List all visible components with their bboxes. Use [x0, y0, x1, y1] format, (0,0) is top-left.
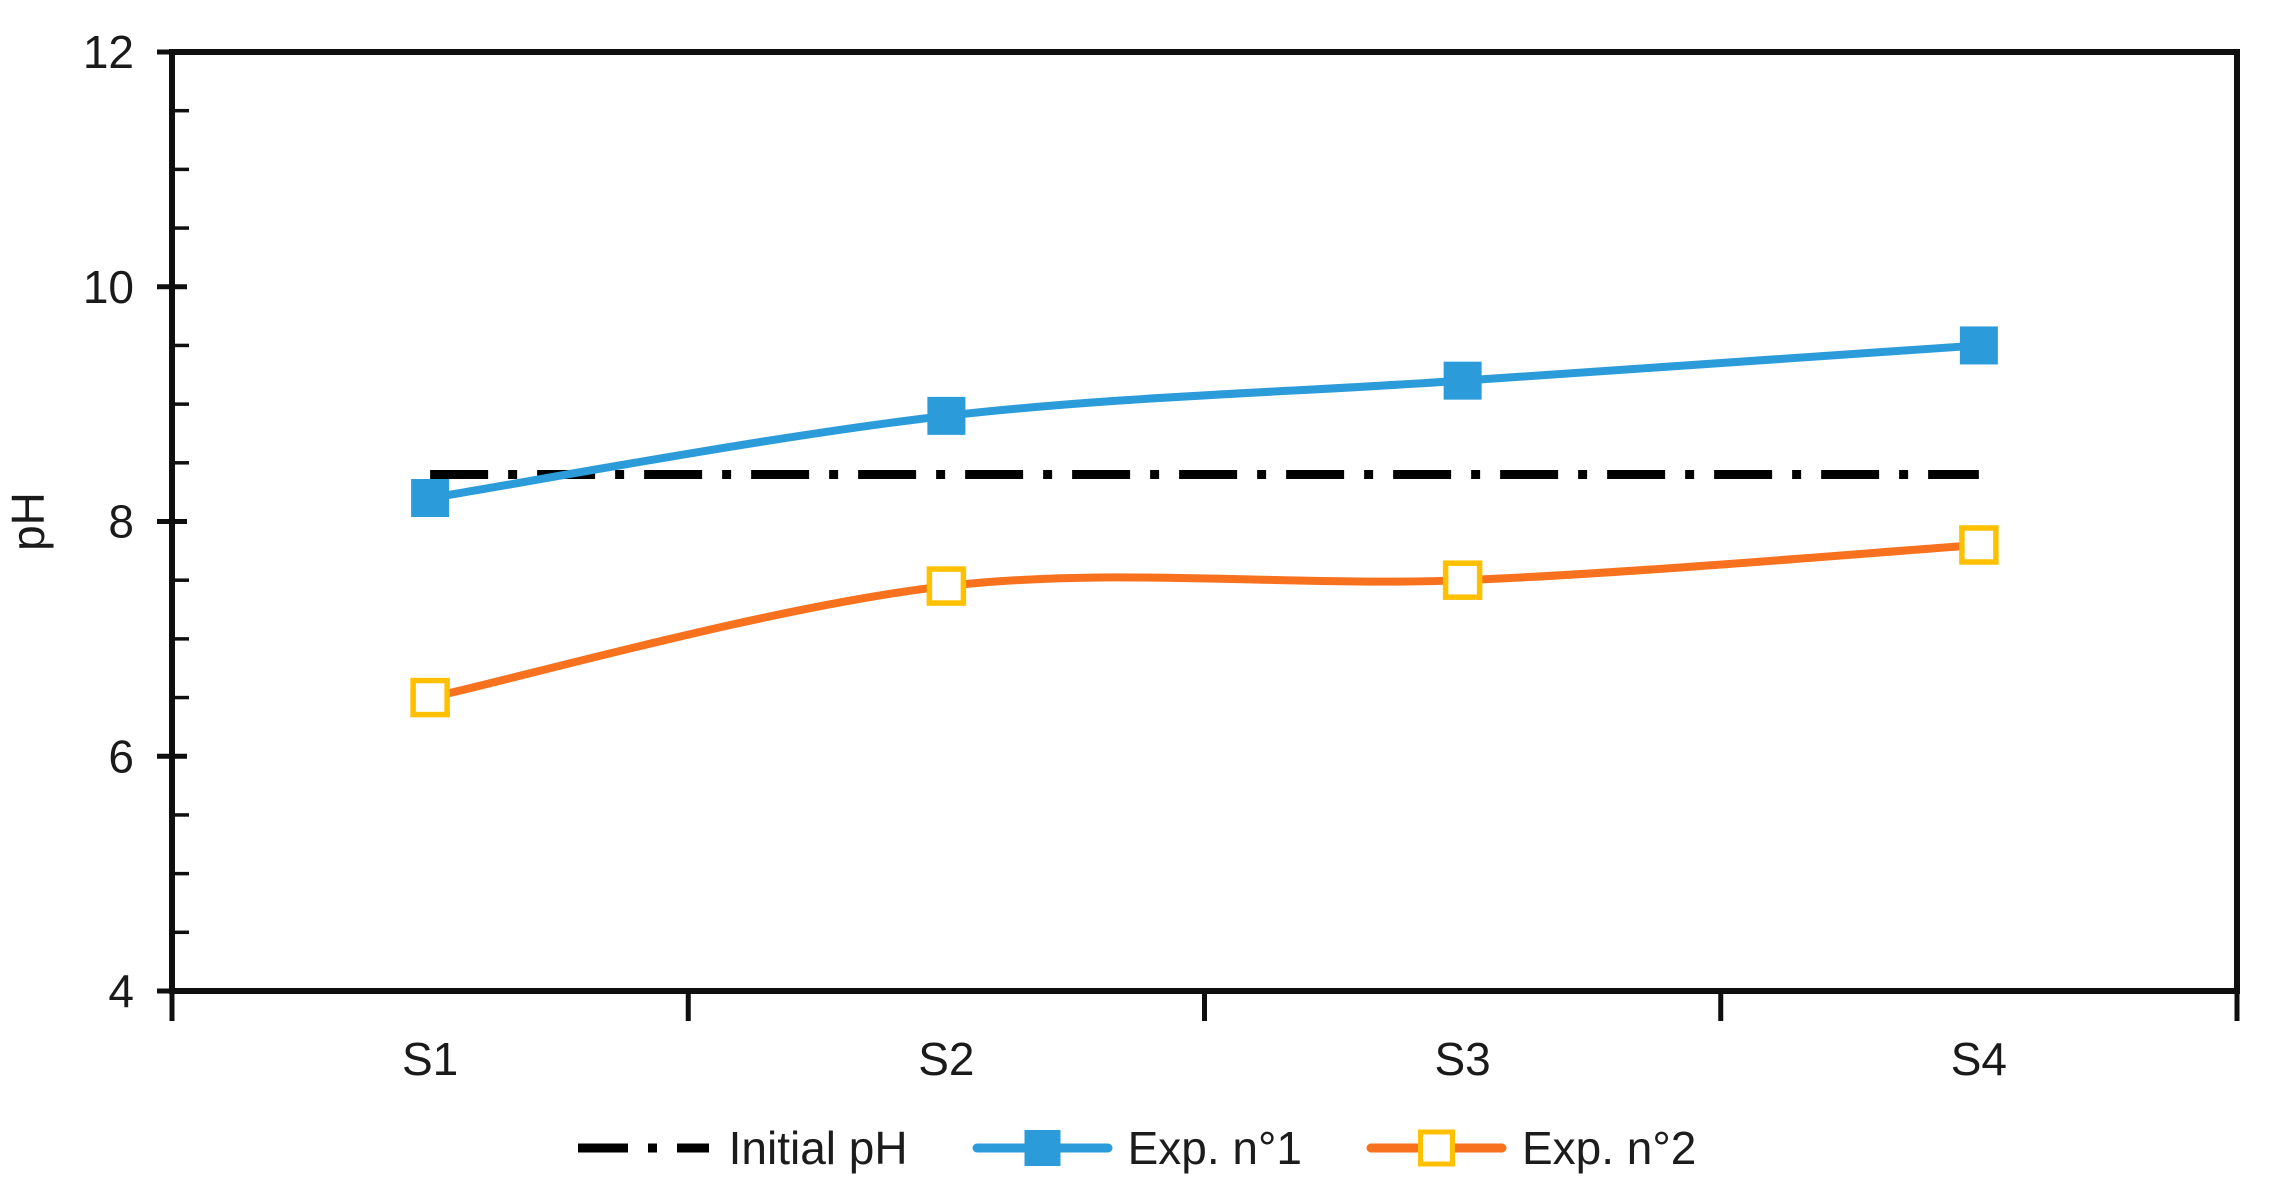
y-tick-label: 8 — [108, 496, 134, 548]
x-tick-label: S2 — [918, 1033, 974, 1085]
legend-label-exp-1: Exp. n°1 — [1127, 1122, 1302, 1174]
series-2-marker — [1959, 525, 1999, 565]
series-1-marker — [1959, 326, 1998, 365]
y-axis-title: pH — [2, 492, 54, 551]
legend-item-exp-1: Exp. n°1 — [972, 1124, 1302, 1172]
legend-swatch-dash-dot-icon — [577, 1143, 709, 1153]
series-1-marker — [1443, 361, 1482, 400]
series-line-2 — [429, 540, 1980, 702]
series-2-marker — [926, 566, 967, 606]
y-tick-label: 12 — [83, 26, 134, 78]
y-tick-label: 10 — [83, 261, 134, 313]
chart-legend: Initial pH Exp. n°1 Exp. n°2 — [0, 1103, 2269, 1193]
series-2-marker — [410, 677, 450, 718]
series-2-marker — [1442, 560, 1483, 600]
legend-label-exp-2: Exp. n°2 — [1521, 1122, 1697, 1174]
x-tick-label: S1 — [402, 1033, 458, 1085]
y-tick-label: 6 — [108, 730, 134, 782]
series-line-1 — [429, 341, 1980, 502]
legend-swatch-open-square-icon — [1366, 1129, 1507, 1167]
legend-item-initial-ph: Initial pH — [573, 1124, 908, 1172]
series-1-marker — [927, 396, 966, 435]
y-tick-label: 4 — [108, 965, 134, 1017]
legend-item-exp-2: Exp. n°2 — [1366, 1124, 1696, 1172]
legend-label-initial-ph: Initial pH — [728, 1122, 908, 1174]
x-tick-label: S4 — [1951, 1033, 2007, 1085]
plot-frame — [169, 49, 2240, 994]
series-1-marker — [411, 479, 450, 518]
x-tick-label: S3 — [1434, 1033, 1490, 1085]
legend-swatch-filled-square-icon — [972, 1130, 1113, 1166]
